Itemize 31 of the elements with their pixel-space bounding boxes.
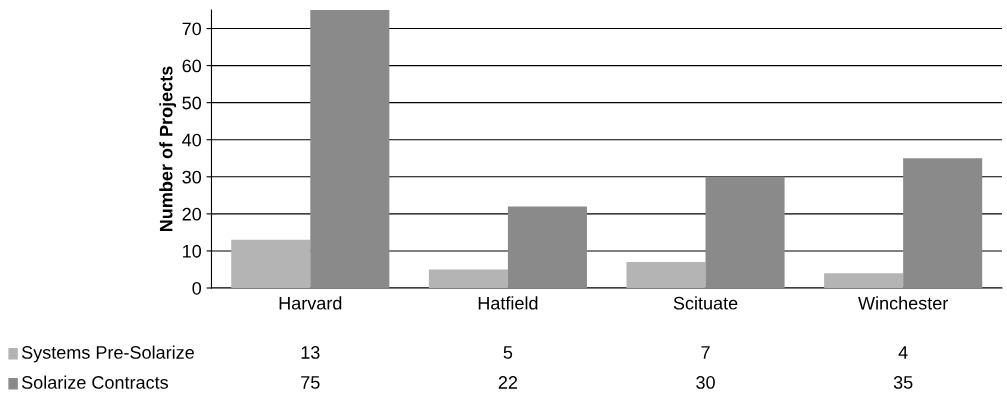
legend-label: Solarize Contracts <box>21 375 169 389</box>
bar <box>507 206 587 288</box>
x-tick-label: Harvard <box>279 296 342 310</box>
y-tick-label: 50 <box>182 96 202 110</box>
x-tick-label: Hatfield <box>478 296 538 310</box>
y-tick-label: 20 <box>182 207 202 221</box>
bar <box>705 176 785 288</box>
y-tick-label: 60 <box>182 59 202 73</box>
y-tick-label: 70 <box>182 22 202 36</box>
bar <box>903 158 983 288</box>
bar <box>231 239 311 288</box>
data-label: 13 <box>301 346 320 359</box>
legend-label: Systems Pre-Solarize <box>21 345 194 363</box>
data-label: 7 <box>701 346 710 359</box>
data-label: 5 <box>503 346 513 359</box>
bar <box>824 273 904 288</box>
bar <box>626 262 706 288</box>
data-label: 4 <box>898 346 908 359</box>
data-label: 75 <box>301 376 320 389</box>
data-label: 35 <box>893 376 913 389</box>
y-tick-label: 0 <box>192 281 202 295</box>
x-tick-label: Winchester <box>858 296 949 310</box>
y-tick-label: 10 <box>183 244 202 258</box>
y-axis-title: Number of Projects <box>159 66 177 232</box>
bar <box>428 269 508 288</box>
x-tick-label: Scituate <box>673 296 738 310</box>
data-label: 30 <box>696 376 715 389</box>
bar <box>310 10 390 288</box>
y-tick-label: 30 <box>182 170 202 184</box>
y-tick-label: 40 <box>182 133 202 147</box>
data-label: 22 <box>498 376 518 389</box>
